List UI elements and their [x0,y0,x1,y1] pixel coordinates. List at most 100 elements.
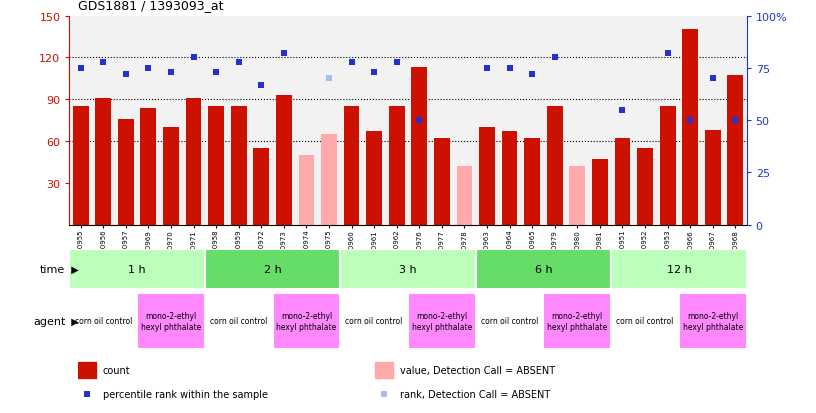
Bar [185,99,202,225]
Bar [637,149,653,225]
Text: 2 h: 2 h [264,264,282,275]
Bar [160,17,182,225]
Text: time: time [40,264,65,275]
Bar [614,139,631,225]
Bar [299,156,314,225]
Text: mono-2-ethyl
hexyl phthalate: mono-2-ethyl hexyl phthalate [277,311,336,331]
Bar [679,17,702,225]
Bar [276,96,292,225]
Bar [547,107,563,225]
Text: 1 h: 1 h [128,264,146,275]
Bar [456,167,472,225]
Bar [434,139,450,225]
Bar [679,293,747,349]
Bar [69,293,137,349]
Bar [273,293,340,349]
Bar [431,17,453,225]
Bar [682,31,698,225]
Text: corn oil control: corn oil control [74,317,132,325]
Bar [208,107,224,225]
Bar [273,17,295,225]
Bar [366,132,382,225]
Bar [344,107,360,225]
Bar [611,293,679,349]
Bar [118,119,134,225]
Bar [502,132,517,225]
Bar [340,293,408,349]
Text: rank, Detection Call = ABSENT: rank, Detection Call = ABSENT [400,389,550,399]
Bar [228,17,250,225]
Text: ▶: ▶ [65,264,79,275]
Bar [724,17,747,225]
Bar [375,362,393,378]
Bar [137,17,160,225]
Text: ▶: ▶ [65,316,79,326]
Bar [205,17,228,225]
Bar [566,17,588,225]
Bar [69,17,92,225]
Bar [476,293,543,349]
Bar [78,362,96,378]
Bar [114,17,137,225]
Bar [570,167,585,225]
Bar [476,17,499,225]
Bar [408,17,431,225]
Bar [253,149,269,225]
Bar [543,293,611,349]
Bar [727,76,743,225]
Text: count: count [103,365,131,375]
Text: corn oil control: corn oil control [210,317,268,325]
Bar [634,17,656,225]
Bar [499,17,521,225]
Bar [521,17,543,225]
Bar [137,293,205,349]
Text: mono-2-ethyl
hexyl phthalate: mono-2-ethyl hexyl phthalate [683,311,743,331]
Bar [250,17,273,225]
Bar [659,107,676,225]
Bar [524,139,540,225]
Bar [385,17,408,225]
Bar [295,17,317,225]
Bar [656,17,679,225]
Bar [479,128,495,225]
Bar [476,250,611,289]
Text: 12 h: 12 h [667,264,691,275]
Bar [92,17,114,225]
Bar [411,68,428,225]
Bar [205,293,273,349]
Bar [588,17,611,225]
Text: 3 h: 3 h [399,264,417,275]
Text: mono-2-ethyl
hexyl phthalate: mono-2-ethyl hexyl phthalate [141,311,201,331]
Bar [702,17,724,225]
Bar [388,107,405,225]
Bar [321,135,337,225]
Text: GDS1881 / 1393093_at: GDS1881 / 1393093_at [78,0,223,12]
Bar [140,108,157,225]
Bar [408,293,476,349]
Text: mono-2-ethyl
hexyl phthalate: mono-2-ethyl hexyl phthalate [548,311,607,331]
Bar [205,250,340,289]
Bar [317,17,340,225]
Bar [543,17,566,225]
Bar [182,17,205,225]
Bar [340,17,363,225]
Bar [340,250,476,289]
Bar [611,17,634,225]
Text: mono-2-ethyl
hexyl phthalate: mono-2-ethyl hexyl phthalate [412,311,472,331]
Text: corn oil control: corn oil control [345,317,403,325]
Text: corn oil control: corn oil control [481,317,539,325]
Bar [69,250,205,289]
Text: agent: agent [33,316,65,326]
Bar [611,250,747,289]
Bar [453,17,476,225]
Bar [73,107,89,225]
Bar [592,160,608,225]
Bar [363,17,385,225]
Bar [231,107,246,225]
Bar [95,99,111,225]
Bar [705,131,721,225]
Text: 6 h: 6 h [534,264,552,275]
Text: percentile rank within the sample: percentile rank within the sample [103,389,268,399]
Text: value, Detection Call = ABSENT: value, Detection Call = ABSENT [400,365,555,375]
Bar [163,128,179,225]
